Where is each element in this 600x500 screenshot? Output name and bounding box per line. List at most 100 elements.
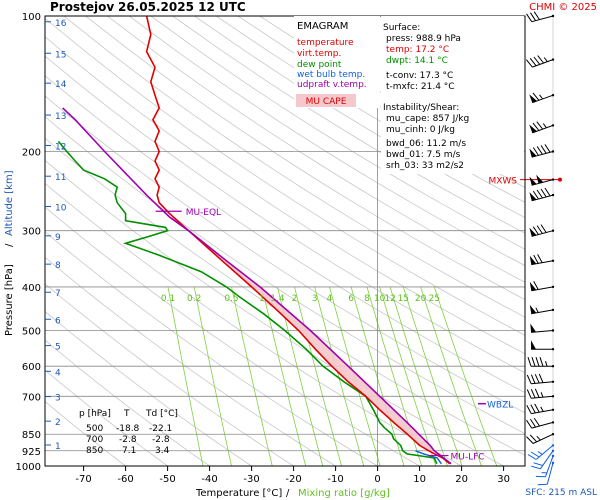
mixing-ratio-label: 2 (292, 294, 298, 304)
pressure-tick-label: 200 (22, 147, 41, 158)
wind-barb-pennant (529, 192, 537, 201)
legend-bg (294, 16, 380, 108)
wind-barb-full (529, 12, 537, 21)
wind-barb-full (531, 357, 536, 367)
mixing-ratio-label: 8 (364, 294, 370, 304)
altitude-tick-label: 5 (55, 343, 61, 353)
wind-barb (529, 121, 555, 134)
wind-barbs (526, 11, 555, 486)
pressure-tick-label: 500 (22, 327, 41, 338)
y-axis-title-altitude: Altitude [km] (4, 170, 15, 236)
wind-barb-base (551, 178, 555, 181)
wind-barb-full (540, 224, 547, 233)
wind-barb-full (532, 147, 539, 156)
altitude-tick-label: 6 (55, 316, 61, 326)
wbzl-label: WBZL (487, 401, 513, 411)
wind-barb-base (551, 461, 555, 465)
instability-heading: Instability/Shear: (383, 103, 459, 113)
wind-barb-base (551, 14, 555, 18)
wind-barb-pennant (529, 176, 537, 186)
wind-barb-full (533, 56, 541, 65)
wind-barb (527, 357, 555, 368)
temperature-tick-label: -70 (75, 474, 91, 485)
wind-barb (537, 461, 555, 486)
wind-barb-full (537, 483, 548, 486)
wind-barb-base (551, 454, 555, 458)
mu-cinh-value: mu_cinh: 0 J/kg (386, 125, 455, 135)
wind-barb-full (527, 357, 532, 367)
wind-barb-pennant (529, 304, 537, 314)
series-layer (57, 16, 452, 465)
temperature-tick-label: 10 (413, 474, 426, 485)
table-cell-td-1: -2.8 (152, 435, 170, 445)
surface-temp: temp: 17.2 °C (386, 45, 449, 55)
wind-barb-half (535, 307, 539, 313)
wind-barb-base (551, 150, 555, 153)
pressure-tick-label: 600 (22, 362, 41, 373)
x-axis-title-mixing: Mixing ratio [g/kg] (298, 488, 390, 499)
wind-barb-full (533, 254, 539, 264)
mixing-ratio-label: 12 (384, 294, 395, 304)
dry-adiabat (194, 16, 525, 219)
altitude-tick-label: 12 (55, 143, 66, 153)
wind-barb-full (529, 434, 538, 443)
wind-barb-base (551, 365, 555, 368)
wind-barb (535, 454, 555, 478)
altitude-tick-label: 13 (55, 112, 66, 122)
wind-barb-half (539, 94, 544, 100)
table-cell-t-0: -18.8 (116, 424, 140, 434)
surface-heading: Surface: (383, 23, 420, 33)
wind-barb-full (536, 146, 543, 155)
wind-barb-base (551, 380, 555, 383)
dry-adiabat (215, 16, 525, 203)
wind-barb-half (545, 361, 548, 367)
wind-barb (529, 174, 555, 186)
wind-barb-base (551, 124, 555, 127)
parcel-line (62, 107, 452, 465)
wind-barb-base (551, 94, 555, 97)
mixing-ratio-label: 25 (429, 294, 440, 304)
pressure-tick-label: 1000 (16, 462, 41, 473)
wind-barb-full (529, 418, 537, 428)
wind-barb (529, 280, 555, 292)
wind-barb-full (533, 11, 540, 20)
dry-adiabat (45, 55, 525, 374)
wind-barb-base (551, 229, 555, 232)
dry-adiabat (85, 16, 525, 301)
wind-barb-base (551, 444, 555, 447)
dry-adiabat (45, 17, 525, 336)
mixing-ratio-label: 15 (398, 294, 409, 304)
wind-barb-pennant (529, 94, 537, 103)
pressure-tick-label: 300 (22, 227, 41, 238)
wind-barb-full (532, 92, 540, 101)
wind-barb-full (531, 465, 541, 470)
wind-barb (529, 224, 555, 237)
mixing-ratio-line (231, 286, 273, 466)
wind-barb (529, 92, 555, 104)
wind-barb-base (551, 408, 555, 411)
wind-barb (531, 340, 555, 351)
wind-barb-full (534, 374, 540, 384)
altitude-tick-label: 8 (55, 261, 61, 271)
wind-barb-base (551, 329, 555, 332)
wind-barb-base (551, 449, 555, 452)
legend-temperature: temperature (297, 38, 354, 48)
wind-barb-full (532, 190, 539, 200)
surface-tconv: t-conv: 17.3 °C (386, 71, 453, 81)
wind-barb (531, 449, 555, 470)
wind-barb-half (536, 435, 541, 441)
dry-adiabat (45, 36, 525, 355)
mixing-ratio-label: 4 (327, 294, 333, 304)
wind-barb (529, 304, 555, 315)
altitude-tick-label: 4 (55, 368, 61, 378)
wind-barb (526, 373, 555, 385)
wind-barb-full (540, 188, 547, 198)
wind-barb-shaft (532, 59, 554, 68)
altitude-tick-label: 2 (55, 418, 61, 428)
wind-barb-full (526, 59, 533, 68)
altitude-tick-label: 3 (55, 394, 61, 404)
bwd-06-value: bwd_06: 11.2 m/s (386, 139, 466, 149)
dry-adiabat (45, 75, 525, 394)
wind-barb-base (551, 421, 555, 424)
surface-dwpt: dwpt: 14.1 °C (386, 56, 448, 66)
